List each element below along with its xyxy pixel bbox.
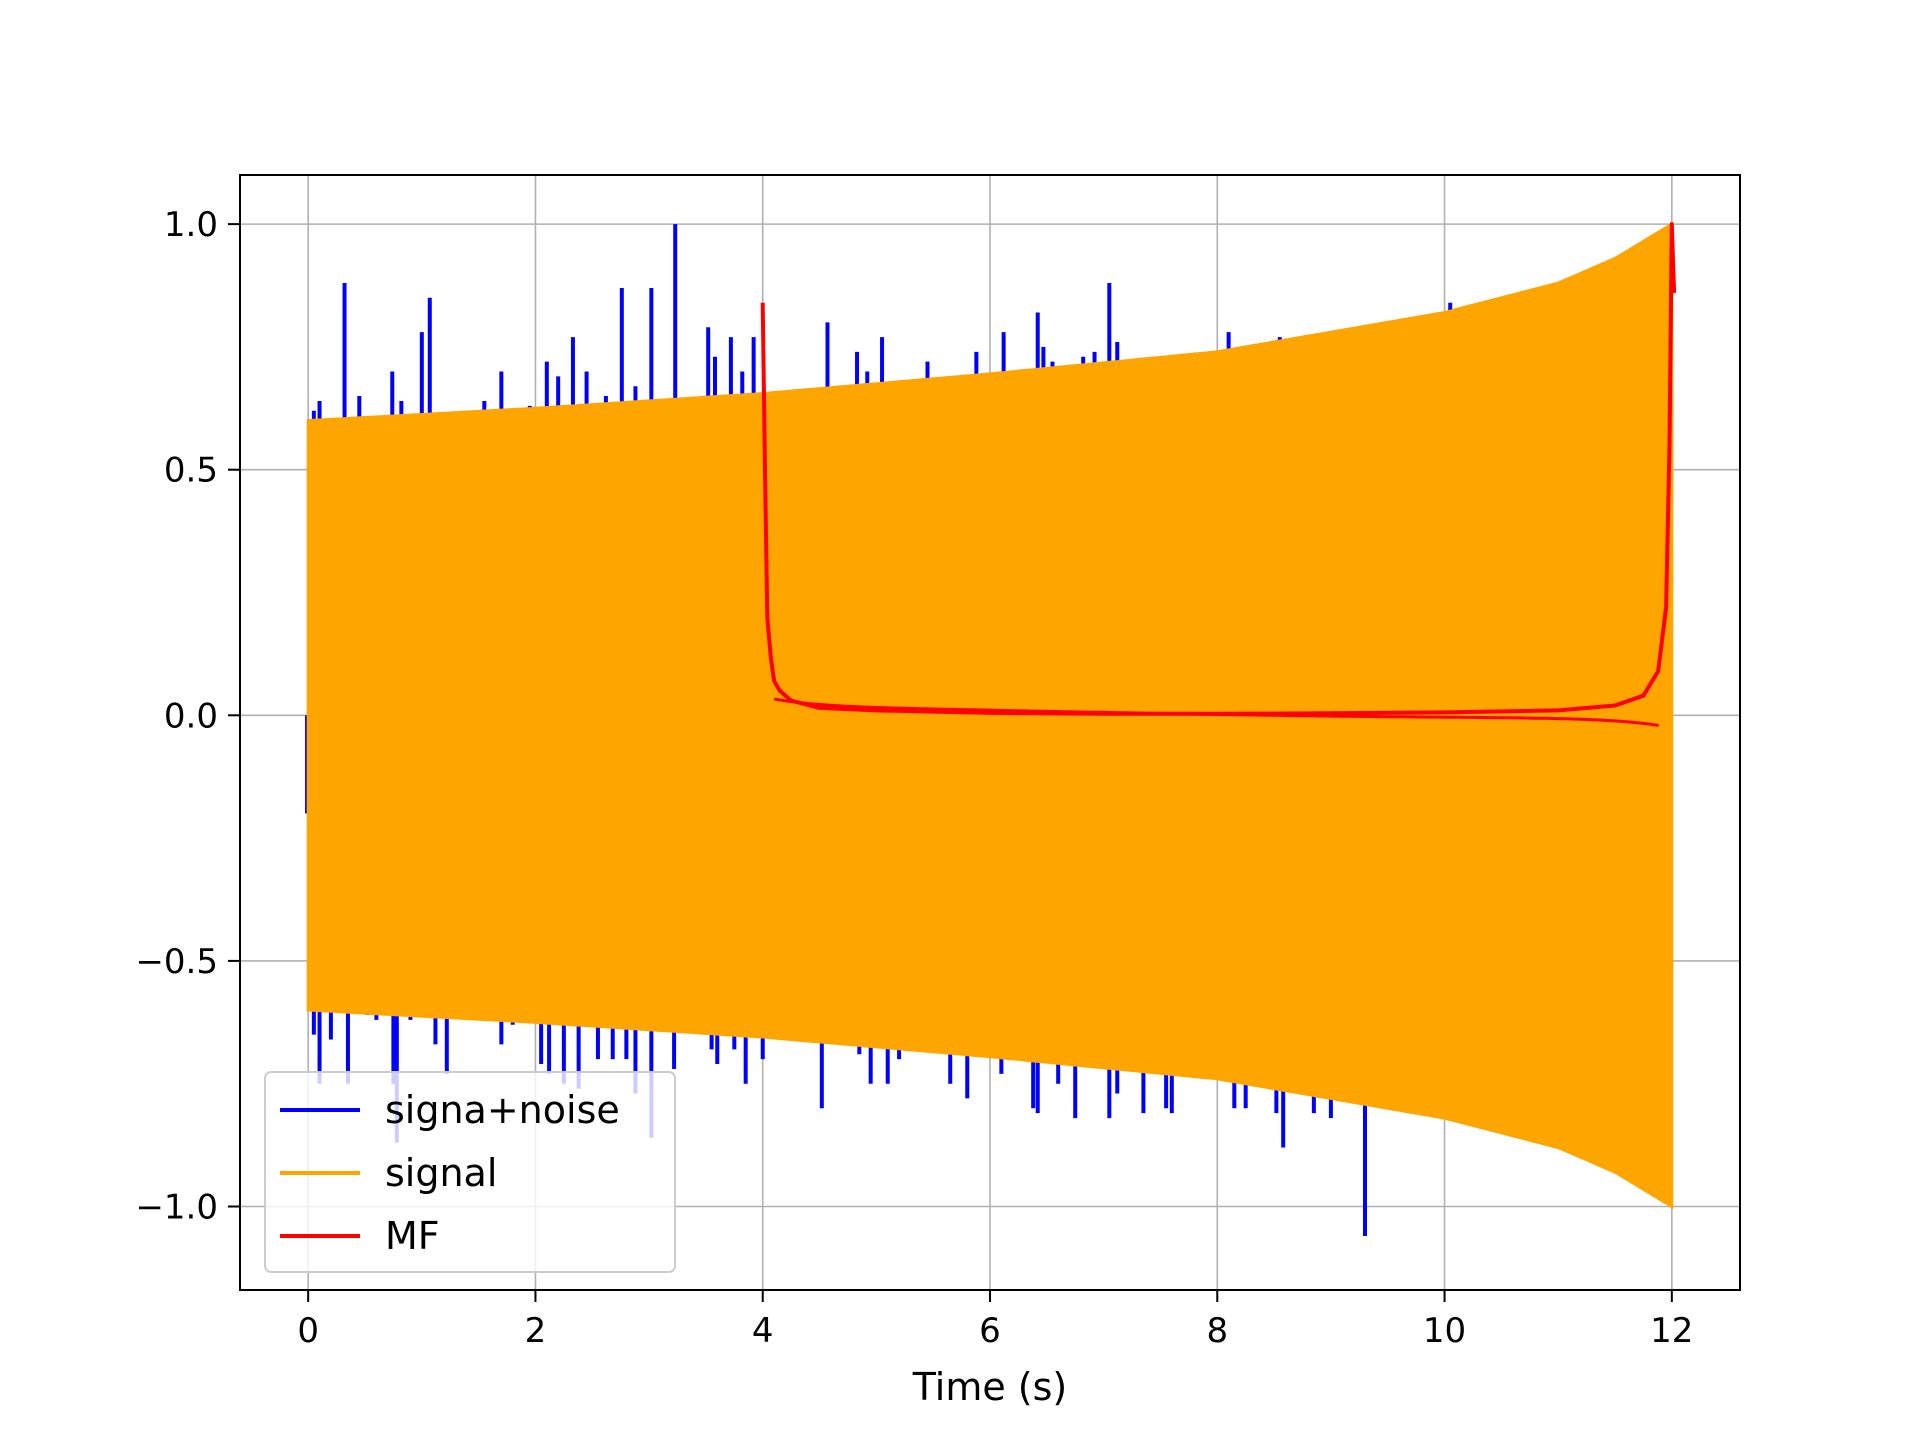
legend-box	[264, 1071, 676, 1273]
x-tick-label: 2	[525, 1311, 547, 1351]
legend-label: signa+noise	[385, 1088, 620, 1132]
x-tick-label: 6	[979, 1311, 1001, 1351]
y-tick-label: 0.5	[164, 451, 218, 491]
y-tick-label: 1.0	[164, 205, 218, 245]
x-axis-label: Time (s)	[912, 1365, 1068, 1409]
x-tick-label: 8	[1206, 1311, 1228, 1351]
plot-area	[305, 221, 1677, 1236]
y-tick-label: −1.0	[135, 1187, 218, 1227]
ticks: 0 2 4 6 8 10 12 −1.0 −0.5 0.0 0.5 1.0	[135, 205, 1693, 1351]
x-tick-label: 10	[1423, 1311, 1466, 1351]
mf-ripple	[773, 697, 1659, 727]
y-tick-label: −0.5	[135, 942, 218, 982]
legend-label: signal	[385, 1151, 497, 1195]
y-tick-label: 0.0	[164, 696, 218, 736]
x-tick-label: 4	[752, 1311, 774, 1351]
legend-label: MF	[385, 1214, 440, 1258]
x-tick-label: 0	[297, 1311, 319, 1351]
legend: signa+noise signal MF	[264, 1071, 676, 1273]
x-tick-label: 12	[1650, 1311, 1693, 1351]
series-mf	[760, 222, 1677, 727]
